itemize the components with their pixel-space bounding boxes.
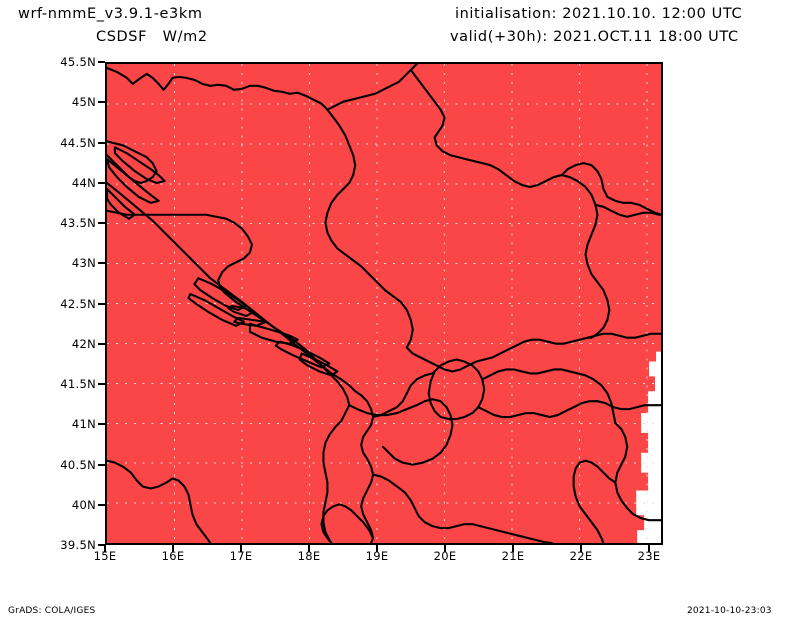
- header-model-name: wrf-nmmE_v3.9.1-e3km: [18, 6, 203, 22]
- x-axis-tick-label: 17E: [229, 549, 253, 563]
- serbia-bulgaria-border: [586, 332, 661, 339]
- header-initialisation-time: initialisation: 2021.10.10. 12:00 UTC: [455, 6, 743, 22]
- bosnia-croatia-border: [324, 108, 414, 349]
- montenegro-coast: [360, 394, 375, 543]
- map-plot-area: [105, 62, 663, 545]
- x-axis-tick: [648, 545, 650, 552]
- y-axis-tick: [98, 544, 105, 546]
- x-axis-tick-label: 21E: [501, 549, 525, 563]
- montenegro-kosovo-serbia-junction: [483, 336, 589, 361]
- y-axis-tick: [98, 503, 105, 506]
- serbia-romania-danube-border: [489, 164, 611, 339]
- y-axis-tick: [98, 342, 105, 345]
- y-axis-tick-label: 40.5N: [60, 457, 96, 472]
- romania-interior-carpathian-line: [560, 162, 661, 216]
- x-axis-tick: [308, 545, 310, 552]
- island-dugi-otok: [193, 277, 248, 311]
- y-axis-tick-label: 41N: [71, 417, 96, 432]
- albania-greece-border: [372, 473, 482, 530]
- y-axis-tick: [98, 141, 105, 144]
- x-axis-tick: [172, 545, 174, 552]
- x-axis-tick-label: 16E: [161, 549, 185, 563]
- y-axis-tick: [98, 423, 105, 426]
- x-axis-tick: [104, 545, 106, 552]
- header-valid-time: valid(+30h): 2021.OCT.11 18:00 UTC: [450, 29, 739, 45]
- island-hvar: [233, 316, 267, 327]
- y-axis-tick-label: 41.5N: [60, 377, 96, 391]
- y-axis-tick: [98, 262, 105, 265]
- y-axis-tick-label: 42.5N: [60, 296, 96, 311]
- north-macedonia-south-border: [477, 400, 661, 419]
- y-axis-tick-label: 45N: [71, 95, 96, 110]
- footer-timestamp: 2021-10-10-23:03: [687, 606, 772, 616]
- kvarner-island-cres: [107, 158, 160, 204]
- bulgaria-greece-border: [572, 459, 617, 543]
- y-axis-tick-label: 45.5N: [60, 55, 96, 69]
- italy-adriatic-coast: [107, 209, 351, 407]
- kvarner-island-krk: [113, 146, 166, 185]
- albania-macedonia-border: [372, 370, 436, 419]
- bosnia-serbia-border: [326, 64, 418, 111]
- gargano-peninsula: [348, 398, 454, 466]
- y-axis-tick-label: 43.5N: [60, 216, 96, 230]
- y-axis-tick: [98, 463, 105, 466]
- y-axis-tick: [98, 61, 105, 63]
- x-axis-tick: [580, 545, 582, 552]
- y-axis-tick-label: 44N: [71, 175, 96, 190]
- x-axis-tick: [376, 545, 378, 552]
- x-axis-tick: [444, 545, 446, 552]
- island-brac: [248, 322, 299, 345]
- y-axis-tick-label: 43N: [71, 256, 96, 271]
- footer-source: GrADS: COLA/IGES: [8, 606, 96, 616]
- coastline-and-borders-layer: [107, 64, 661, 543]
- y-axis-tick-label: 44.5N: [60, 135, 96, 150]
- greece-north-border: [479, 525, 553, 543]
- header-field-name: CSDSF W/m2: [96, 29, 208, 45]
- x-axis-tick-label: 20E: [433, 549, 457, 563]
- italy-inland-border-west: [107, 459, 212, 543]
- island-kornati: [187, 293, 246, 327]
- x-axis-tick-label: 23E: [637, 549, 661, 563]
- x-axis-tick: [512, 545, 514, 552]
- italy-south-coast: [322, 404, 351, 543]
- drina-border: [409, 68, 492, 167]
- y-axis-tick-label: 42N: [71, 336, 96, 351]
- island-korcula: [274, 340, 331, 369]
- y-axis-tick: [98, 222, 105, 224]
- x-axis-tick-label: 22E: [569, 549, 593, 563]
- y-axis-tick: [98, 181, 105, 184]
- x-axis-tick-label: 19E: [365, 549, 389, 563]
- island-pag: [107, 187, 136, 220]
- x-axis-tick: [240, 545, 242, 552]
- north-macedonia-north-border: [481, 368, 617, 425]
- x-axis-tick-label: 15E: [93, 549, 117, 563]
- y-axis-tick: [98, 302, 105, 305]
- y-axis-tick-label: 40N: [71, 497, 96, 512]
- kosovo-border: [427, 358, 486, 421]
- y-axis-tick-label: 39.5N: [60, 538, 96, 552]
- croatia-slovenia-north-border: [107, 66, 329, 111]
- y-axis-tick: [98, 101, 105, 104]
- bulgaria-interior-border: [614, 421, 661, 522]
- y-axis-tick: [98, 383, 105, 385]
- serbia-montenegro-border: [405, 346, 486, 373]
- x-axis-tick-label: 18E: [297, 549, 321, 563]
- graticule-grid: [107, 64, 661, 543]
- albania-coast: [320, 503, 375, 543]
